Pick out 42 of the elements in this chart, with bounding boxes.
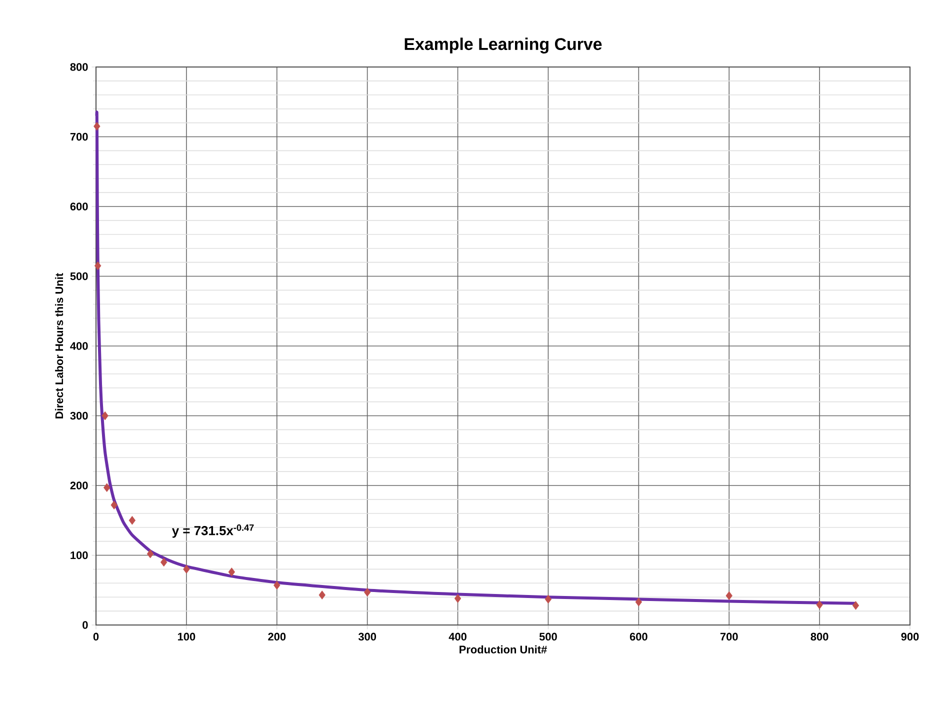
x-tick-label: 500: [539, 632, 557, 641]
annotation: y = 731.5x$^{-0.47}$: [172, 524, 254, 538]
x-tick-label: 400: [448, 632, 466, 641]
x-tick-label: 700: [720, 632, 738, 641]
point: [544, 594, 552, 604]
y-tick-label: 700: [70, 132, 88, 141]
point: [274, 580, 280, 590]
y-axis-title: Direct Labor Hours this Unit: [55, 273, 64, 418]
point: [816, 600, 823, 610]
y-tick-label: 400: [70, 342, 88, 350]
point: [228, 568, 236, 576]
point: [160, 558, 168, 567]
point: [635, 598, 642, 606]
y-tick-label: 500: [70, 272, 88, 280]
y-tick-label: 0: [82, 621, 88, 629]
point: [102, 411, 108, 420]
point: [852, 601, 860, 610]
point: [94, 261, 102, 270]
x-tick-label: 300: [358, 632, 376, 641]
point: [183, 564, 190, 574]
x-tick-label: 800: [810, 632, 828, 641]
x-tick-label: 0: [93, 632, 99, 641]
y-tick-label: 100: [70, 551, 88, 560]
y-tick-label: 800: [70, 63, 88, 71]
x-axis-title: Production Unit#: [460, 645, 547, 654]
point: [94, 122, 100, 131]
y-tick-label: 300: [70, 412, 88, 420]
x-tick-label: 900: [901, 632, 919, 641]
y-tick-label: 200: [70, 482, 88, 490]
point: [128, 516, 136, 525]
point: [146, 549, 154, 558]
point: [454, 594, 462, 603]
point: [364, 588, 371, 597]
point: [110, 500, 118, 510]
point: [318, 590, 326, 600]
point: [104, 483, 110, 492]
y-tick-label: 600: [70, 202, 88, 210]
x-tick-label: 100: [178, 632, 196, 641]
x-tick-label: 200: [268, 632, 286, 641]
x-tick-label: 600: [630, 632, 648, 641]
chart-title: Example Learning Curve: [404, 38, 602, 54]
point: [726, 591, 732, 600]
